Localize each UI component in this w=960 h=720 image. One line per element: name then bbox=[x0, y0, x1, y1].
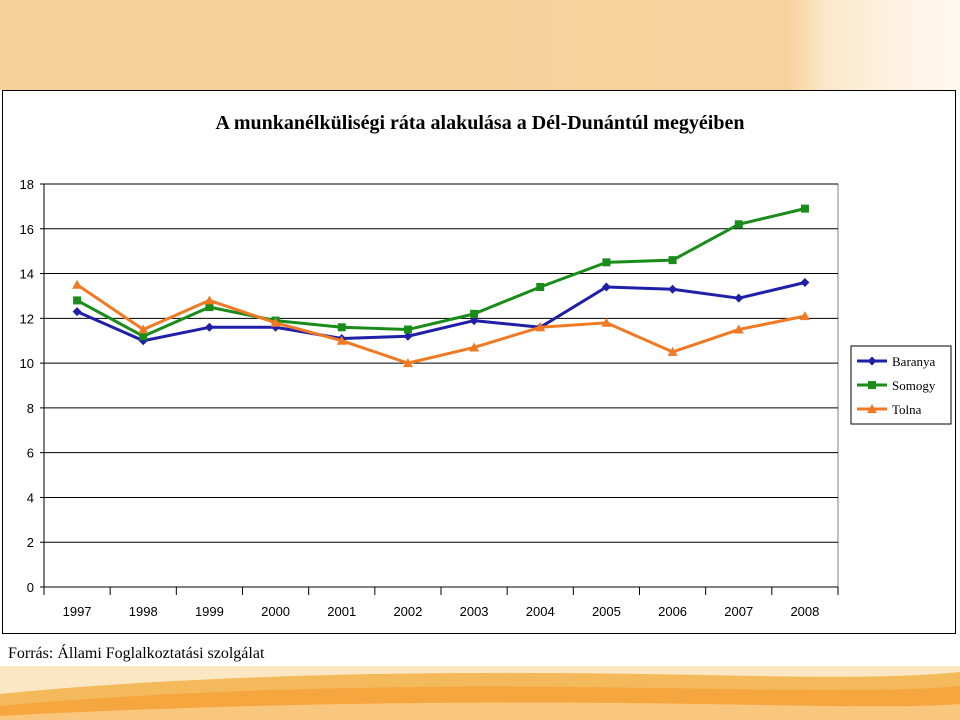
x-tick-label: 2007 bbox=[724, 604, 753, 619]
x-tick-label: 2003 bbox=[460, 604, 489, 619]
data-point-tolna bbox=[402, 358, 413, 368]
data-point-somogy bbox=[470, 309, 479, 318]
chart-title: A munkanélküliségi ráta alakulása a Dél-… bbox=[215, 112, 745, 134]
data-point-baranya bbox=[734, 293, 744, 303]
y-tick-label: 2 bbox=[27, 535, 34, 550]
x-tick-label: 2001 bbox=[327, 604, 356, 619]
x-tick-label: 1997 bbox=[63, 604, 92, 619]
y-tick-label: 8 bbox=[27, 401, 34, 416]
data-point-tolna bbox=[138, 324, 149, 334]
data-point-somogy bbox=[205, 303, 214, 312]
x-tick-label: 2002 bbox=[393, 604, 422, 619]
data-point-somogy bbox=[139, 332, 148, 341]
data-point-tolna bbox=[469, 342, 480, 352]
data-point-tolna bbox=[667, 346, 678, 356]
data-point-tolna bbox=[270, 317, 281, 327]
data-point-tolna bbox=[204, 295, 215, 305]
legend-marker-baranya bbox=[867, 356, 877, 366]
y-tick-label: 12 bbox=[20, 311, 34, 326]
series-line-tolna bbox=[76, 283, 806, 365]
x-tick-label: 2004 bbox=[526, 604, 555, 619]
series-line-baranya bbox=[76, 281, 806, 343]
data-point-somogy bbox=[536, 282, 545, 291]
footer-wave bbox=[0, 672, 960, 720]
x-tick-label: 2006 bbox=[658, 604, 687, 619]
data-point-somogy bbox=[668, 256, 677, 265]
x-tick-label: 1999 bbox=[195, 604, 224, 619]
y-tick-label: 14 bbox=[20, 267, 34, 282]
x-tick-label: 2000 bbox=[261, 604, 290, 619]
y-tick-label: 16 bbox=[20, 222, 34, 237]
y-tick-label: 4 bbox=[27, 490, 34, 505]
y-tick-label: 10 bbox=[20, 356, 34, 371]
data-point-tolna bbox=[733, 324, 744, 334]
x-tick-label: 2005 bbox=[592, 604, 621, 619]
data-point-tolna bbox=[535, 322, 546, 332]
data-point-baranya bbox=[601, 282, 611, 292]
x-tick-label: 2008 bbox=[790, 604, 819, 619]
data-point-somogy bbox=[403, 325, 412, 334]
data-point-baranya bbox=[800, 278, 810, 288]
data-point-somogy bbox=[734, 220, 743, 229]
header-band bbox=[0, 0, 960, 90]
footer-band bbox=[0, 666, 960, 720]
x-tick-label: 1998 bbox=[129, 604, 158, 619]
plot-area bbox=[43, 183, 839, 588]
data-point-baranya bbox=[403, 331, 413, 341]
data-point-baranya bbox=[668, 284, 678, 294]
data-point-tolna bbox=[72, 279, 83, 289]
data-point-somogy bbox=[337, 323, 346, 332]
y-tick-label: 0 bbox=[27, 580, 34, 595]
source-note: Forrás: Állami Foglalkoztatási szolgálat bbox=[8, 645, 265, 662]
legend-marker-somogy bbox=[868, 381, 876, 389]
data-point-baranya bbox=[72, 307, 82, 317]
data-point-somogy bbox=[602, 258, 611, 267]
data-point-somogy bbox=[800, 204, 809, 213]
data-point-tolna bbox=[601, 317, 612, 327]
legend-label-tolna: Tolna bbox=[892, 402, 922, 417]
data-point-tolna bbox=[799, 311, 810, 321]
data-point-baranya bbox=[204, 322, 214, 332]
data-point-tolna bbox=[336, 335, 347, 345]
series-line-somogy bbox=[76, 207, 806, 338]
legend-marker-tolna bbox=[867, 404, 877, 413]
y-tick-label: 6 bbox=[27, 446, 34, 461]
legend-label-somogy: Somogy bbox=[892, 378, 936, 393]
y-tick-label: 18 bbox=[20, 177, 34, 192]
header-band-fade bbox=[805, 0, 960, 90]
legend-label-baranya: Baranya bbox=[892, 354, 936, 369]
data-point-somogy bbox=[73, 296, 82, 305]
data-point-baranya bbox=[469, 316, 479, 326]
